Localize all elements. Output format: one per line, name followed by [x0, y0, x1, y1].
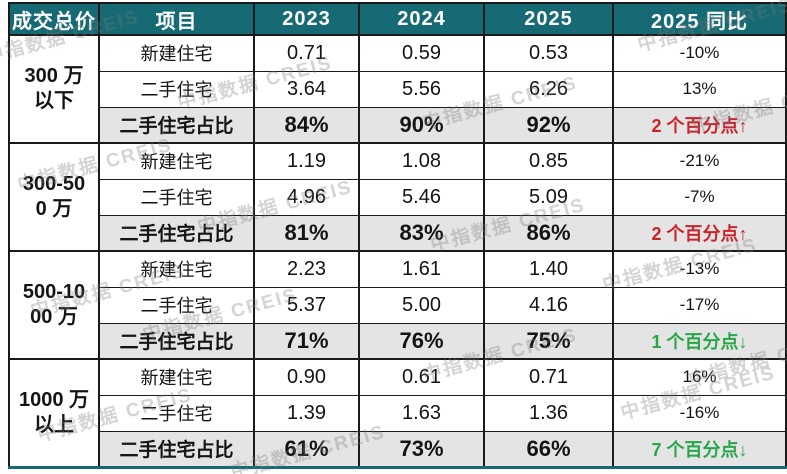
item-label-cell: 二手住宅占比 — [98, 106, 255, 144]
item-label-cell: 二手住宅 — [98, 70, 255, 108]
yoy-cell: -13% — [612, 250, 787, 288]
value-2025-cell: 92% — [483, 106, 614, 144]
item-label-cell: 二手住宅 — [98, 178, 255, 216]
value-2025-cell: 6.26 — [483, 70, 614, 108]
price-range-line2: 以上 — [34, 413, 74, 436]
yoy-cell: -16% — [612, 394, 787, 432]
value-2024-cell: 5.56 — [358, 70, 485, 108]
value-2025-cell: 4.16 — [483, 286, 614, 324]
value-2025-cell: 75% — [483, 322, 614, 360]
table-row: 1000 万 以上 新建住宅 0.90 0.61 0.71 16% — [8, 358, 787, 468]
value-2023-cell: 81% — [253, 214, 360, 252]
value-2025-cell: 66% — [483, 430, 614, 468]
value-2025-cell: 0.71 — [483, 358, 614, 396]
yoy-cell: 7 个百分点↓ — [612, 430, 787, 468]
value-2024-cell: 1.63 — [358, 394, 485, 432]
value-2024-cell: 76% — [358, 322, 485, 360]
yoy-cell: 2 个百分点↑ — [612, 214, 787, 252]
col-header-2025: 2025 — [483, 2, 614, 36]
price-range-cell: 1000 万 以上 — [8, 358, 100, 468]
table-row: 二手住宅 5.37 5.00 4.16 -17% — [9, 286, 787, 324]
item-label-cell: 二手住宅 — [98, 394, 255, 432]
value-2023-cell: 4.96 — [253, 178, 360, 216]
item-label-cell: 二手住宅占比 — [98, 322, 255, 360]
value-2023-cell: 84% — [253, 106, 360, 144]
price-range-line1: 500-10 — [22, 281, 86, 303]
value-2023-cell: 61% — [253, 430, 360, 468]
col-header-2024: 2024 — [358, 2, 485, 36]
value-2025-cell: 1.36 — [483, 394, 614, 432]
table-row: 二手住宅 3.64 5.56 6.26 13% — [9, 70, 787, 108]
transaction-price-table: 成交总价 项目 2023 2024 2025 2025 同比 300 万 以下 … — [8, 2, 787, 469]
yoy-cell: 16% — [612, 358, 787, 396]
value-2023-cell: 0.90 — [253, 358, 360, 396]
item-label-cell: 新建住宅 — [98, 34, 255, 72]
table-row: 300 万 以下 新建住宅 0.71 0.59 0.53 -10% — [8, 34, 787, 144]
table-row: 二手住宅占比 71% 76% 75% 1 个百分点↓ — [9, 322, 787, 360]
yoy-cell: 2 个百分点↑ — [612, 106, 787, 144]
yoy-trend-text: 1 个百分点↓ — [651, 331, 748, 352]
col-header-price: 成交总价 — [8, 2, 100, 36]
value-2025-cell: 1.40 — [483, 250, 614, 288]
price-range-line2: 以下 — [34, 90, 74, 112]
price-range-cell: 300 万 以下 — [8, 34, 100, 144]
price-range-cell: 300-50 0 万 — [8, 142, 100, 252]
value-2024-cell: 1.61 — [358, 250, 485, 288]
value-2023-cell: 71% — [253, 322, 360, 360]
yoy-cell: -17% — [612, 286, 787, 324]
item-label-cell: 新建住宅 — [98, 142, 255, 180]
price-range-line2: 0 万 — [35, 198, 73, 220]
col-header-item: 项目 — [98, 2, 255, 36]
value-2024-cell: 73% — [358, 430, 485, 468]
value-2024-cell: 1.08 — [358, 142, 485, 180]
value-2023-cell: 2.23 — [253, 250, 360, 288]
col-header-yoy: 2025 同比 — [612, 2, 787, 36]
col-header-2023: 2023 — [253, 2, 360, 36]
yoy-cell: -21% — [612, 142, 787, 180]
price-range-cell: 500-10 00 万 — [8, 250, 100, 360]
item-label-cell: 新建住宅 — [98, 250, 255, 288]
item-label-cell: 二手住宅 — [98, 286, 255, 324]
value-2025-cell: 5.09 — [483, 178, 614, 216]
item-label-cell: 新建住宅 — [98, 358, 255, 396]
yoy-trend-text: 2 个百分点↑ — [651, 223, 748, 244]
table-row: 二手住宅占比 84% 90% 92% 2 个百分点↑ — [9, 106, 787, 144]
table-row: 二手住宅 4.96 5.46 5.09 -7% — [9, 178, 787, 216]
price-range-line2: 00 万 — [30, 306, 78, 328]
value-2024-cell: 0.59 — [358, 34, 485, 72]
value-2023-cell: 5.37 — [253, 286, 360, 324]
item-label-cell: 二手住宅占比 — [98, 214, 255, 252]
header-row: 成交总价 项目 2023 2024 2025 2025 同比 — [8, 2, 787, 36]
value-2024-cell: 90% — [358, 106, 485, 144]
price-range-line1: 1000 万 — [18, 388, 90, 411]
value-2023-cell: 1.19 — [253, 142, 360, 180]
yoy-cell: 13% — [612, 70, 787, 108]
yoy-trend-text: 7 个百分点↓ — [651, 439, 748, 460]
value-2025-cell: 0.53 — [483, 34, 614, 72]
table-row: 300-50 0 万 新建住宅 1.19 1.08 0.85 -21% — [8, 142, 787, 252]
value-2024-cell: 83% — [358, 214, 485, 252]
value-2023-cell: 3.64 — [253, 70, 360, 108]
price-range-line1: 300 万 — [24, 65, 84, 87]
price-range-line1: 300-50 — [22, 173, 86, 195]
yoy-cell: -7% — [612, 178, 787, 216]
value-2024-cell: 0.61 — [358, 358, 485, 396]
value-2024-cell: 5.46 — [358, 178, 485, 216]
value-2025-cell: 86% — [483, 214, 614, 252]
table-row: 500-10 00 万 新建住宅 2.23 1.61 1.40 -13% — [8, 250, 787, 360]
value-2024-cell: 5.00 — [358, 286, 485, 324]
table-row: 二手住宅占比 61% 73% 66% 7 个百分点↓ — [9, 430, 787, 468]
item-label-cell: 二手住宅占比 — [98, 430, 255, 468]
yoy-cell: 1 个百分点↓ — [612, 322, 787, 360]
table-row: 二手住宅 1.39 1.63 1.36 -16% — [9, 394, 787, 432]
yoy-cell: -10% — [612, 34, 787, 72]
value-2025-cell: 0.85 — [483, 142, 614, 180]
yoy-trend-text: 2 个百分点↑ — [651, 115, 748, 136]
table-row: 二手住宅占比 81% 83% 86% 2 个百分点↑ — [9, 214, 787, 252]
value-2023-cell: 1.39 — [253, 394, 360, 432]
value-2023-cell: 0.71 — [253, 34, 360, 72]
